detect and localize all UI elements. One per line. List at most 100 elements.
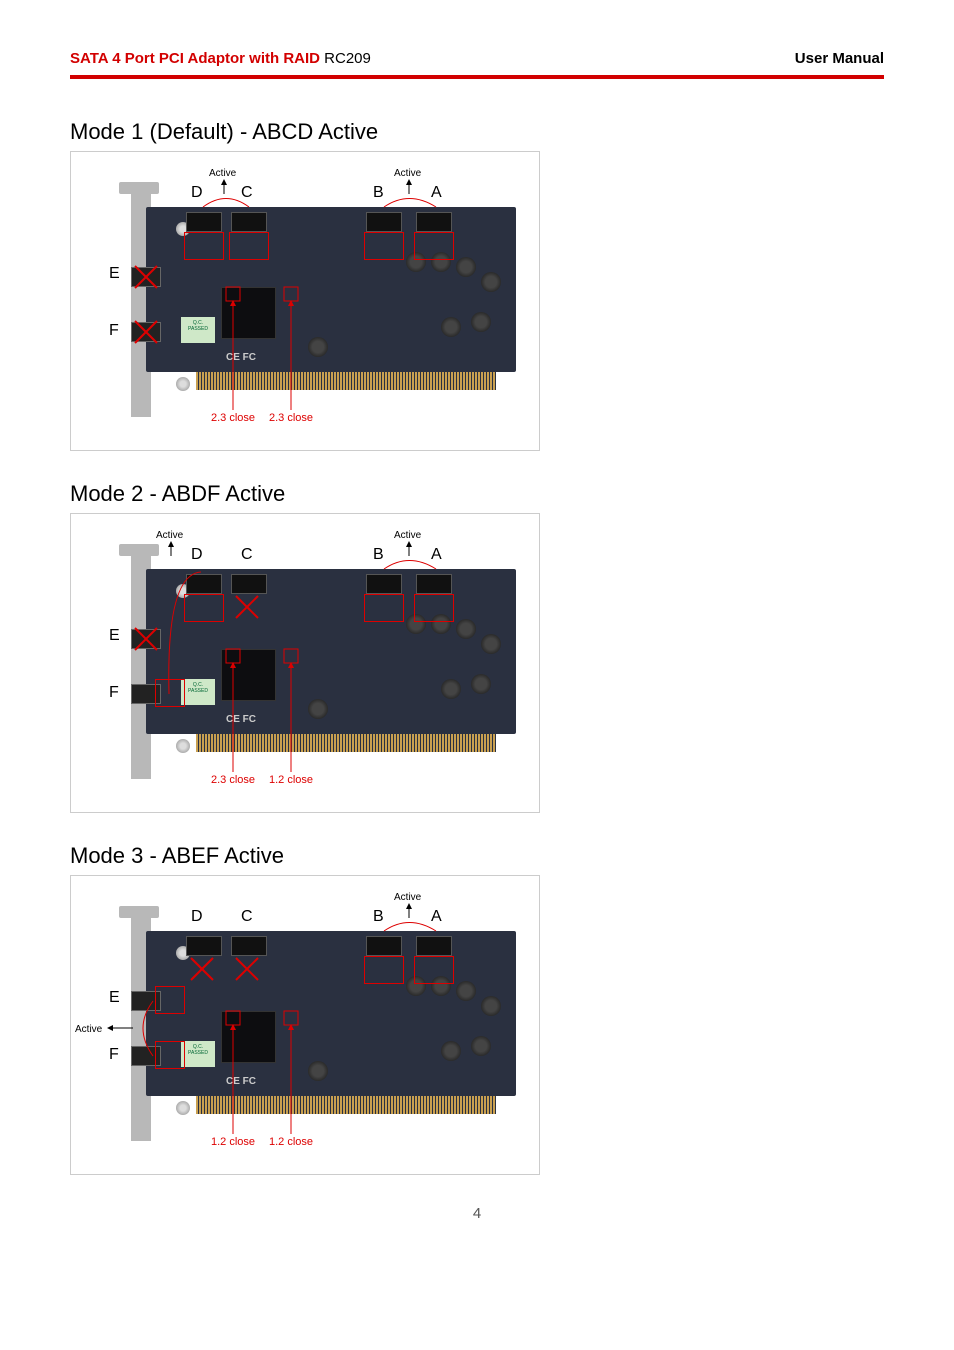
ce-fc-mark: CE FC — [226, 1076, 256, 1087]
port-label-d: D — [191, 908, 203, 926]
active-box-a — [414, 956, 454, 984]
sata-port-a — [416, 574, 452, 594]
active-box-b — [364, 232, 404, 260]
port-label-a: A — [431, 908, 442, 926]
sata-port-c — [231, 936, 267, 956]
controller-chip — [221, 649, 276, 701]
capacitor-icon — [441, 1041, 461, 1061]
model-number: RC209 — [324, 50, 371, 67]
screw-icon — [176, 377, 190, 391]
port-label-d: D — [191, 546, 203, 564]
port-label-b: B — [373, 184, 384, 202]
capacitor-icon — [308, 699, 328, 719]
port-label-f: F — [109, 322, 119, 340]
ce-fc-mark: CE FC — [226, 352, 256, 363]
active-label-ab: Active — [394, 892, 421, 903]
port-label-e: E — [109, 989, 120, 1007]
port-label-a: A — [431, 184, 442, 202]
sata-port-d — [186, 212, 222, 232]
mode2-title: Mode 2 - ABDF Active — [70, 481, 884, 507]
ce-fc-mark: CE FC — [226, 714, 256, 725]
capacitor-icon — [471, 312, 491, 332]
capacitor-icon — [481, 272, 501, 292]
port-label-c: C — [241, 184, 253, 202]
product-name: SATA 4 Port PCI Adaptor with RAID — [70, 50, 320, 67]
capacitor-icon — [308, 1061, 328, 1081]
sata-port-c — [231, 574, 267, 594]
disabled-x-f — [133, 319, 159, 345]
capacitor-icon — [308, 337, 328, 357]
port-label-c: C — [241, 908, 253, 926]
jumper-left-label: 2.3 close — [211, 412, 255, 424]
active-label-ab: Active — [394, 168, 421, 179]
active-box-b — [364, 956, 404, 984]
port-label-b: B — [373, 908, 384, 926]
active-box-d — [184, 594, 224, 622]
sata-port-d — [186, 574, 222, 594]
disabled-x-e — [133, 626, 159, 652]
qc-sticker: Q.C.PASSED — [181, 679, 215, 705]
mode2-diagram: Q.C.PASSED CE FC D C B A E F Active Acti… — [70, 513, 540, 813]
qc-sticker: Q.C.PASSED — [181, 1041, 215, 1067]
jumper-right-label: 2.3 close — [269, 412, 313, 424]
jumper-left-label: 1.2 close — [211, 1136, 255, 1148]
active-box-d — [184, 232, 224, 260]
port-label-f: F — [109, 1046, 119, 1064]
capacitor-icon — [441, 679, 461, 699]
port-label-a: A — [431, 546, 442, 564]
page-number: 4 — [70, 1205, 884, 1222]
controller-chip — [221, 1011, 276, 1063]
active-label-ab: Active — [394, 530, 421, 541]
active-box-a — [414, 594, 454, 622]
jumper-right-label: 1.2 close — [269, 1136, 313, 1148]
port-label-e: E — [109, 627, 120, 645]
port-label-e: E — [109, 265, 120, 283]
capacitor-icon — [481, 996, 501, 1016]
active-box-a — [414, 232, 454, 260]
active-box-c — [229, 232, 269, 260]
capacitor-icon — [441, 317, 461, 337]
mode1-diagram: Q.C.PASSED CE FC D C B A E F Active Acti… — [70, 151, 540, 451]
screw-icon — [176, 739, 190, 753]
disabled-x-d — [189, 956, 215, 982]
qc-sticker: Q.C.PASSED — [181, 317, 215, 343]
active-label-ef: Active — [75, 1024, 102, 1035]
port-label-f: F — [109, 684, 119, 702]
active-label-cd: Active — [209, 168, 236, 179]
sata-port-d — [186, 936, 222, 956]
jumper-right-label: 1.2 close — [269, 774, 313, 786]
active-box-f — [155, 1041, 185, 1069]
port-label-c: C — [241, 546, 253, 564]
mode1-section: Mode 1 (Default) - ABCD Active Q.C.PASSE… — [70, 119, 884, 451]
capacitor-icon — [456, 257, 476, 277]
controller-chip — [221, 287, 276, 339]
capacitor-icon — [471, 674, 491, 694]
mode1-title: Mode 1 (Default) - ABCD Active — [70, 119, 884, 145]
jumper-left-label: 2.3 close — [211, 774, 255, 786]
sata-port-b — [366, 936, 402, 956]
disabled-x-e — [133, 264, 159, 290]
mode2-section: Mode 2 - ABDF Active Q.C.PASSED CE FC — [70, 481, 884, 813]
sata-port-a — [416, 212, 452, 232]
active-box-f — [155, 679, 185, 707]
capacitor-icon — [456, 619, 476, 639]
sata-port-c — [231, 212, 267, 232]
mode3-diagram: Q.C.PASSED CE FC D C B A E F Active Acti… — [70, 875, 540, 1175]
mode3-section: Mode 3 - ABEF Active Q.C.PASSED CE FC — [70, 843, 884, 1175]
capacitor-icon — [481, 634, 501, 654]
page-header: SATA 4 Port PCI Adaptor with RAID RC209 … — [70, 50, 884, 79]
sata-port-b — [366, 574, 402, 594]
active-box-e — [155, 986, 185, 1014]
sata-port-a — [416, 936, 452, 956]
active-box-b — [364, 594, 404, 622]
disabled-x-c — [234, 956, 260, 982]
disabled-x-c — [234, 594, 260, 620]
capacitor-icon — [471, 1036, 491, 1056]
active-label-d: Active — [156, 530, 183, 541]
mode3-title: Mode 3 - ABEF Active — [70, 843, 884, 869]
header-left: SATA 4 Port PCI Adaptor with RAID RC209 — [70, 50, 371, 67]
screw-icon — [176, 1101, 190, 1115]
port-label-d: D — [191, 184, 203, 202]
capacitor-icon — [456, 981, 476, 1001]
header-right: User Manual — [795, 50, 884, 67]
